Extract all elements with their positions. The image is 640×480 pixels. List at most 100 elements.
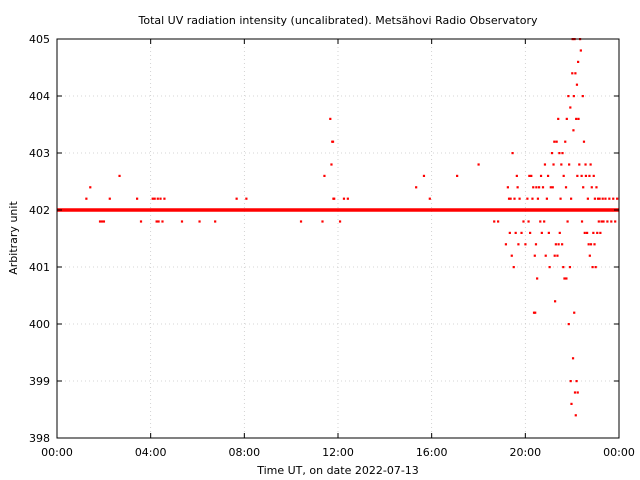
data-point bbox=[561, 243, 564, 246]
data-point bbox=[547, 231, 550, 234]
x-axis-label: Time UT, on date 2022-07-13 bbox=[256, 464, 419, 477]
data-point bbox=[522, 220, 525, 223]
y-tick-label: 400 bbox=[29, 318, 50, 331]
data-point bbox=[557, 243, 560, 246]
data-point bbox=[569, 106, 572, 109]
data-point bbox=[545, 197, 548, 200]
data-point bbox=[493, 220, 496, 223]
data-point bbox=[85, 197, 88, 200]
data-point bbox=[524, 243, 527, 246]
data-point bbox=[566, 220, 569, 223]
x-tick-label: 12:00 bbox=[322, 446, 354, 459]
data-point bbox=[576, 174, 579, 177]
data-point bbox=[584, 163, 587, 166]
data-point bbox=[564, 140, 567, 143]
data-point bbox=[559, 197, 562, 200]
data-point bbox=[513, 197, 516, 200]
data-point bbox=[580, 174, 583, 177]
data-point bbox=[557, 117, 560, 120]
data-point bbox=[561, 152, 564, 155]
y-tick-label: 401 bbox=[29, 261, 50, 274]
data-point bbox=[533, 254, 536, 257]
data-point bbox=[159, 197, 162, 200]
data-point bbox=[576, 391, 579, 394]
y-tick-labels: 398 399 400 401 402 403 404 405 bbox=[29, 33, 50, 445]
data-point bbox=[577, 117, 580, 120]
data-point bbox=[529, 231, 532, 234]
data-point bbox=[323, 174, 326, 177]
data-point bbox=[526, 197, 529, 200]
data-point bbox=[572, 95, 575, 98]
data-point bbox=[537, 186, 541, 189]
data-point bbox=[180, 220, 184, 223]
data-point bbox=[428, 197, 431, 200]
data-points bbox=[85, 38, 619, 417]
data-point bbox=[601, 197, 604, 200]
data-point bbox=[342, 197, 346, 200]
y-tick-label: 405 bbox=[29, 33, 50, 46]
data-point bbox=[515, 174, 518, 177]
data-point bbox=[564, 186, 568, 189]
data-point bbox=[591, 266, 594, 269]
data-point bbox=[163, 197, 166, 200]
data-point bbox=[539, 174, 543, 177]
data-point bbox=[604, 197, 607, 200]
data-point bbox=[565, 277, 568, 280]
data-point bbox=[560, 163, 563, 166]
data-point bbox=[555, 140, 558, 143]
data-point bbox=[589, 243, 593, 246]
data-point bbox=[580, 220, 584, 223]
data-point bbox=[198, 220, 201, 223]
data-point bbox=[571, 72, 574, 75]
data-point bbox=[157, 220, 160, 223]
data-point bbox=[562, 174, 565, 177]
data-point bbox=[534, 243, 538, 246]
data-point bbox=[608, 197, 611, 200]
data-point bbox=[588, 254, 591, 257]
data-point bbox=[614, 220, 617, 223]
data-point bbox=[610, 220, 613, 223]
data-point bbox=[552, 163, 555, 166]
data-point bbox=[527, 220, 530, 223]
data-point bbox=[422, 174, 426, 177]
data-point bbox=[567, 95, 570, 98]
data-point bbox=[588, 174, 591, 177]
data-point bbox=[548, 266, 551, 269]
data-point bbox=[571, 357, 575, 360]
data-point bbox=[543, 163, 547, 166]
data-point bbox=[508, 231, 511, 234]
data-point bbox=[553, 254, 556, 257]
data-point bbox=[553, 300, 557, 303]
data-point bbox=[575, 83, 579, 86]
data-point bbox=[554, 243, 557, 246]
data-point bbox=[245, 197, 248, 200]
data-point bbox=[593, 197, 597, 200]
data-point bbox=[563, 277, 566, 280]
data-point bbox=[509, 197, 512, 200]
data-point bbox=[477, 163, 480, 166]
data-point bbox=[572, 129, 575, 132]
data-point bbox=[606, 220, 609, 223]
data-point bbox=[516, 186, 519, 189]
data-point bbox=[553, 140, 556, 143]
data-point bbox=[528, 174, 531, 177]
data-point bbox=[504, 243, 508, 246]
data-point bbox=[573, 311, 576, 314]
data-point bbox=[616, 197, 619, 200]
data-point bbox=[102, 220, 106, 223]
data-point bbox=[136, 197, 139, 200]
data-point bbox=[543, 220, 546, 223]
data-point bbox=[139, 220, 143, 223]
data-point bbox=[506, 186, 509, 189]
data-point bbox=[156, 197, 159, 200]
data-point bbox=[599, 231, 602, 234]
data-point bbox=[153, 197, 156, 200]
y-tick-label: 402 bbox=[29, 204, 50, 217]
data-point bbox=[540, 231, 543, 234]
data-point bbox=[568, 266, 572, 269]
data-point bbox=[329, 117, 332, 120]
data-point bbox=[214, 220, 217, 223]
data-point bbox=[602, 220, 605, 223]
data-point bbox=[575, 117, 578, 120]
